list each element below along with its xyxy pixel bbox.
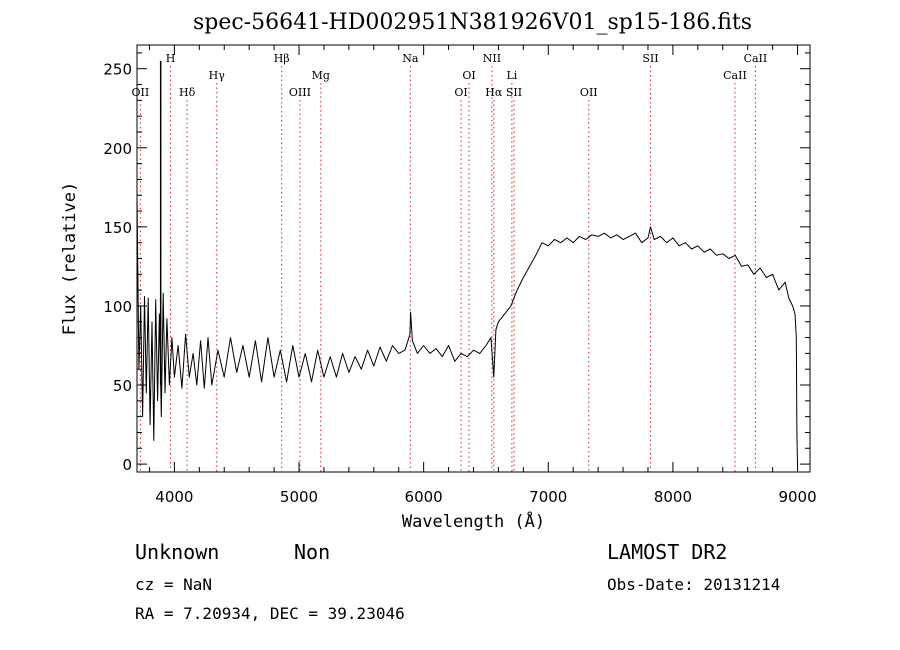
object-class: Unknown — [135, 540, 220, 564]
line-marker-label: OI — [462, 69, 475, 82]
observation-date: Obs-Date: 20131214 — [607, 575, 781, 594]
line-marker-label: Hα — [485, 86, 503, 99]
x-tick-label: 9000 — [778, 488, 816, 506]
line-marker-label: H — [166, 52, 176, 65]
line-marker-label: Hβ — [274, 52, 290, 65]
line-marker-label: SII — [642, 52, 658, 65]
x-tick-label: 6000 — [405, 488, 443, 506]
line-marker-label: Li — [506, 69, 517, 82]
ra-dec-coordinates: RA = 7.20934, DEC = 39.23046 — [135, 604, 405, 623]
line-marker-label: Hγ — [209, 69, 226, 82]
x-tick-label: 8000 — [654, 488, 692, 506]
y-tick-label: 50 — [113, 377, 132, 395]
x-tick-label: 5000 — [280, 488, 318, 506]
axis-ticks: 4000 5000 6000 7000 8000 9000 0 50 100 150 200 250 — [103, 45, 817, 506]
y-tick-label: 200 — [103, 140, 132, 158]
redshift-cz: cz = NaN — [135, 575, 213, 594]
line-marker-label: CaII — [744, 52, 768, 65]
line-marker-label: Na — [402, 52, 419, 65]
line-marker-label: OII — [132, 86, 150, 99]
line-marker-label: OII — [580, 86, 598, 99]
spectrum-line — [136, 195, 798, 465]
line-marker-label: Hδ — [179, 86, 196, 99]
plot-area-border — [136, 44, 811, 473]
y-tick-label: 100 — [103, 298, 132, 316]
chart-title: spec-56641-HD002951N381926V01_sp15-186.f… — [192, 10, 753, 35]
line-marker-label: OIII — [289, 86, 311, 99]
line-marker-label: NII — [483, 52, 501, 65]
line-marker-label: Mg — [312, 69, 330, 82]
x-tick-label: 4000 — [155, 488, 193, 506]
object-subclass: Non — [294, 540, 331, 564]
y-tick-label: 0 — [122, 456, 132, 474]
y-tick-label: 250 — [103, 61, 132, 79]
y-axis-label: Flux (relative) — [60, 182, 80, 336]
plot-frame — [136, 44, 811, 473]
line-marker-label: CaII — [723, 69, 747, 82]
x-axis-label: Wavelength (Å) — [402, 510, 545, 532]
line-marker-label: OI — [454, 86, 467, 99]
survey-name: LAMOST DR2 — [607, 540, 728, 564]
series-group — [136, 60, 798, 465]
y-tick-label: 150 — [103, 219, 132, 237]
x-tick-label: 7000 — [529, 488, 567, 506]
line-marker-label: SII — [506, 86, 522, 99]
